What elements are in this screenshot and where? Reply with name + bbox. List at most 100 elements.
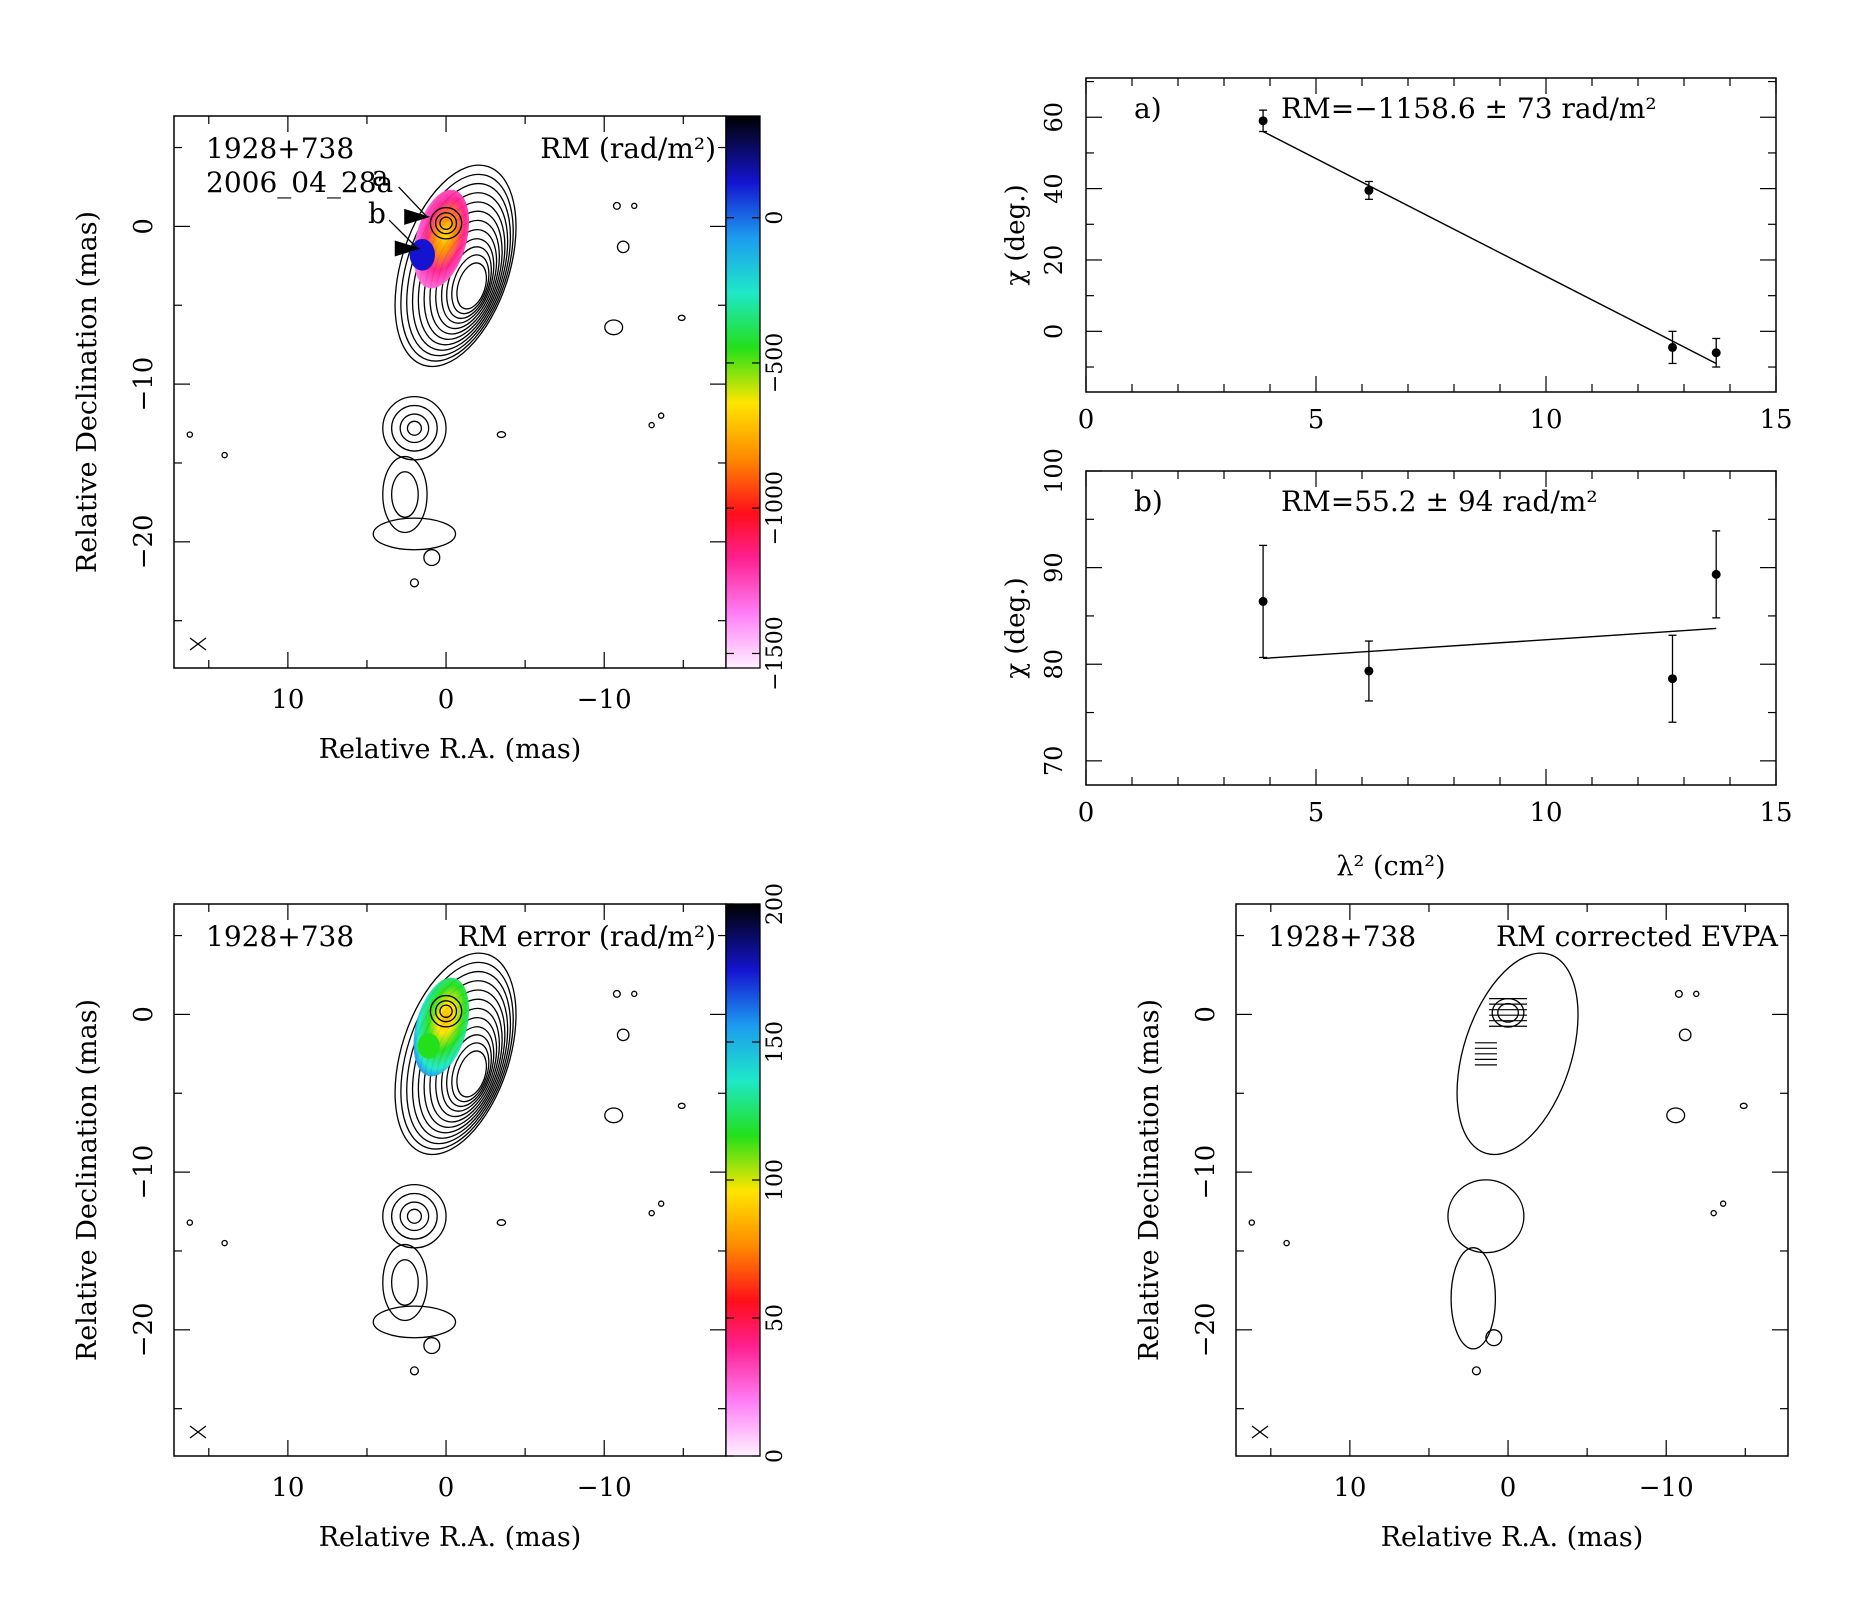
data-point	[1364, 640, 1374, 702]
y-tick-label: 20	[1040, 245, 1068, 276]
colorbar-tick-label: 0	[763, 211, 788, 225]
x-tick-label: 5	[1308, 405, 1325, 435]
marker-label-a: a	[372, 159, 389, 192]
noise-contour	[604, 319, 624, 336]
map-frame	[1235, 903, 1789, 1457]
noise-contour	[1674, 989, 1683, 998]
plot-frame	[1085, 77, 1777, 393]
chi-plot-a: 0 5 10 15 0 20 40 60 χ (deg.) a) RM=−1158.6 ± 73 r…	[1001, 77, 1793, 435]
knot-contour	[399, 1201, 430, 1232]
marker-arrow-a	[404, 208, 431, 225]
knot-contour	[390, 404, 438, 452]
evpa-vectors	[1474, 998, 1528, 1066]
point-marker	[1711, 569, 1721, 579]
noise-contour	[1678, 1028, 1692, 1042]
source-name: 1928+738	[206, 132, 354, 165]
data-point	[1668, 330, 1677, 365]
colorbar-tick-label: 200	[763, 883, 788, 925]
map-ticks	[1236, 904, 1788, 1456]
point-marker	[1364, 666, 1374, 676]
marker-line-a	[398, 186, 428, 218]
x-tick-label: 10	[1529, 405, 1562, 435]
rm-annotation: RM=−1158.6 ± 73 rad/m²	[1281, 92, 1657, 125]
fit-line	[1263, 627, 1717, 660]
contours	[1248, 952, 1748, 1376]
noise-contour	[496, 1219, 507, 1227]
panel-label: a)	[1134, 92, 1162, 125]
evpa-map: 10 0 −10 0 −10 −20 Relative R.A. (mas) Relative…	[1134, 903, 1789, 1553]
y-tick-label: −20	[1191, 1302, 1221, 1357]
noise-contour	[186, 431, 194, 438]
x-axis-label: Relative R.A. (mas)	[1381, 1522, 1644, 1553]
plot-frame	[1085, 470, 1777, 786]
rm-map: 10 0 −10 0 −10 −20 Relative R.A. (mas) Relative…	[72, 115, 788, 765]
core-contour	[434, 1000, 458, 1023]
knot-contour	[406, 420, 423, 436]
colorbar-tick-label: −1500	[763, 616, 788, 690]
source-name: 1928+738	[1268, 920, 1416, 953]
noise-contour	[612, 989, 621, 998]
y-tick-label: 70	[1040, 746, 1068, 777]
map-title: RM corrected EVPA	[1496, 920, 1779, 953]
noise-contour	[1283, 1239, 1290, 1247]
x-tick-label: −10	[1639, 1473, 1694, 1503]
jet-contour	[400, 173, 514, 362]
noise-contour	[1666, 1107, 1686, 1124]
plot-ticks	[1085, 78, 1777, 392]
jet-contour	[451, 1042, 490, 1103]
knot-contour	[423, 1337, 441, 1355]
knot-contour	[1447, 1179, 1525, 1254]
knot-contour	[423, 549, 441, 567]
y-tick-label: 40	[1040, 173, 1068, 204]
y-axis-label: χ (deg.)	[1001, 184, 1031, 285]
jet-contour	[400, 961, 514, 1150]
knot-contour	[390, 1259, 419, 1306]
y-tick-label: 0	[1191, 1006, 1221, 1023]
map-title: RM (rad/m²)	[540, 132, 716, 165]
x-axis-label: Relative R.A. (mas)	[319, 1522, 582, 1553]
y-tick-label: 100	[1040, 448, 1068, 494]
knot-contour	[399, 413, 430, 444]
core-contour	[1497, 1002, 1519, 1023]
noise-contour	[221, 451, 228, 459]
noise-contour	[648, 1209, 655, 1217]
y-axis-label: χ (deg.)	[1001, 577, 1031, 678]
y-tick-label: 90	[1040, 552, 1068, 583]
x-tick-label: 0	[438, 1473, 455, 1503]
y-tick-label: 0	[1040, 324, 1068, 339]
core-contour	[439, 1004, 453, 1018]
x-tick-label: 0	[438, 685, 455, 715]
point-marker	[1258, 116, 1268, 126]
x-tick-label: −10	[577, 1473, 632, 1503]
jet-contour	[1456, 952, 1579, 1156]
marker-label-b: b	[368, 197, 386, 230]
noise-contour	[1248, 1219, 1256, 1226]
noise-contour	[1739, 1102, 1748, 1110]
plot-ticks	[1085, 470, 1777, 785]
knot-contour	[390, 471, 419, 518]
knot-contour	[372, 1305, 457, 1339]
map-ticks	[174, 904, 726, 1456]
colorbar-tick-label: 0	[763, 1449, 788, 1463]
beam-marker	[1251, 1425, 1269, 1439]
noise-contour	[677, 1102, 686, 1110]
knot-contour	[409, 1366, 420, 1376]
x-tick-label: 10	[1529, 798, 1562, 828]
knot-contour	[1450, 1247, 1497, 1350]
noise-contour	[1710, 1209, 1717, 1217]
x-tick-label: 0	[1078, 405, 1095, 435]
x-tick-label: −10	[577, 685, 632, 715]
noise-contour	[631, 990, 638, 998]
colorbar-tick-label: 50	[763, 1304, 788, 1332]
noise-contour	[221, 1239, 228, 1247]
y-tick-label: −10	[1191, 1145, 1221, 1200]
noise-contour	[657, 1200, 665, 1207]
map-ticks	[174, 116, 726, 668]
green-region	[417, 1033, 440, 1059]
y-tick-label: −20	[129, 1302, 159, 1357]
colorbar-scale	[725, 115, 761, 669]
noise-contour	[677, 314, 686, 322]
knot-contour	[409, 578, 420, 588]
